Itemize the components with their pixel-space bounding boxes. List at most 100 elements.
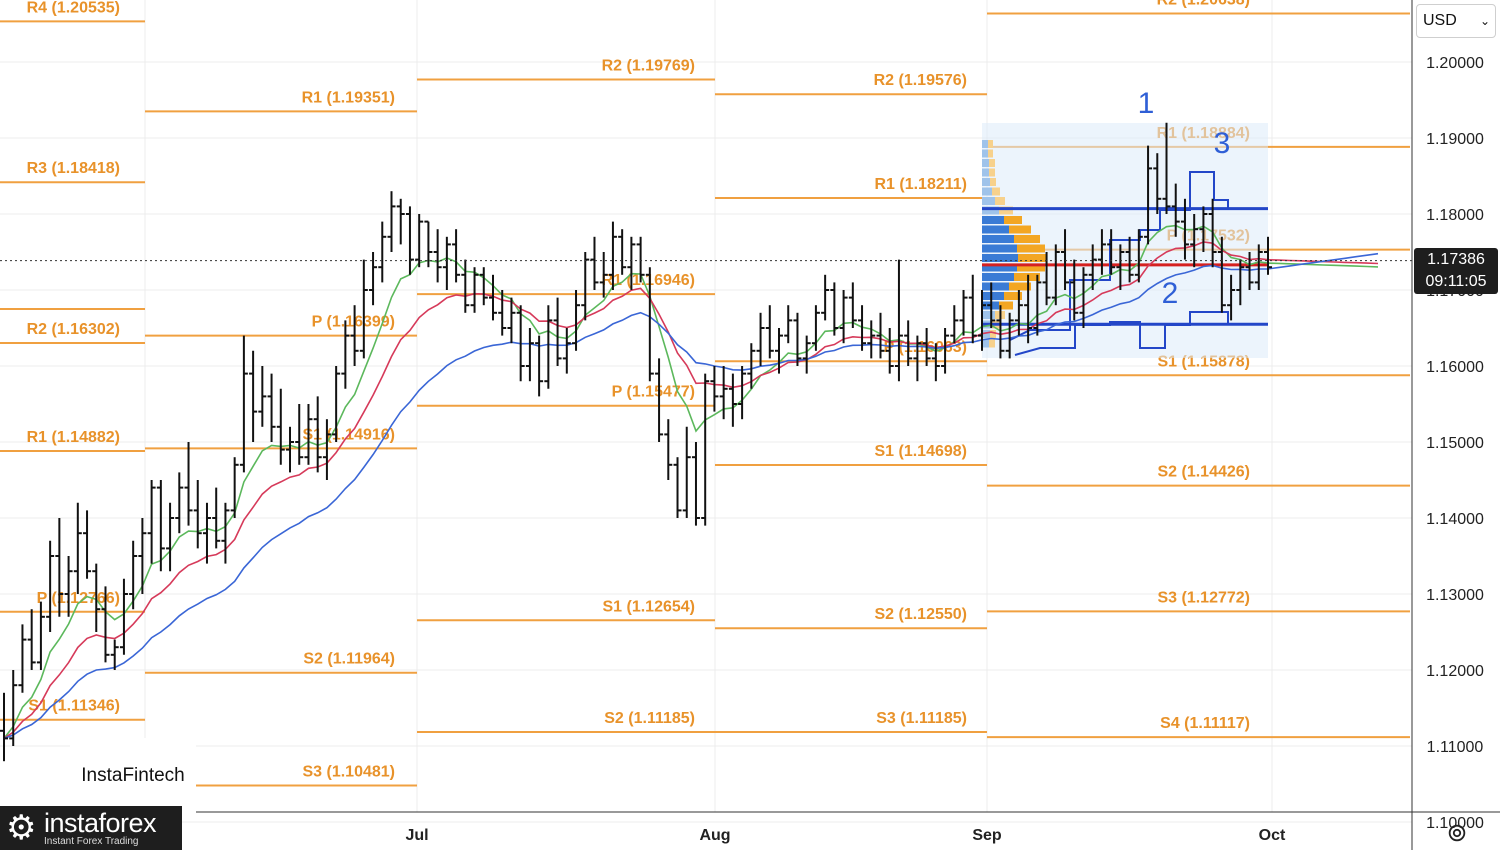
gear-logo-icon: ⚙: [6, 809, 37, 847]
pivot-label: R1 (1.19351): [302, 89, 395, 106]
volume-bar-up: [990, 330, 996, 338]
ohlc-bar: [636, 236, 645, 283]
ohlc-bar: [202, 502, 211, 564]
ohlc-bar: [1217, 236, 1226, 313]
ohlc-bar: [618, 229, 627, 275]
ohlc-bar: [239, 335, 248, 473]
price-axis[interactable]: 1.10000 1.11000 1.12000 1.13000 1.14000 1.150…: [1411, 0, 1484, 850]
ohlc-bar: [1005, 312, 1014, 359]
ohlc-bar: [1070, 259, 1079, 321]
time-axis[interactable]: Jul Aug Sep Oct: [0, 811, 1500, 844]
volume-bar-up: [1009, 225, 1031, 234]
ohlc-bar: [1033, 274, 1042, 336]
currency-selector[interactable]: USD ⌄: [1416, 4, 1496, 38]
ohlc-bar: [322, 419, 331, 480]
ohlc-bar: [258, 366, 267, 427]
ohlc-bar: [101, 586, 110, 663]
instaforex-logo: ⚙ instaforex Instant Forex Trading: [0, 806, 182, 850]
ma-line: [3, 241, 1379, 740]
x-tick-label: Sep: [972, 827, 1002, 844]
ohlc-bar: [1208, 198, 1217, 268]
ohlc-bar: [858, 305, 867, 351]
ohlc-bar: [46, 540, 55, 632]
ohlc-bar: [682, 426, 691, 518]
volume-bar-up: [995, 197, 1005, 205]
ohlc-bar: [811, 305, 820, 351]
volume-bar: [982, 330, 990, 338]
ohlc-bar: [1014, 290, 1023, 336]
volume-bar-up: [1018, 254, 1047, 262]
ohlc-bar: [119, 578, 128, 655]
watermark-brand: InstaFintech: [70, 738, 196, 814]
volume-bar-up: [992, 187, 1000, 196]
ohlc-bar: [1088, 244, 1097, 290]
current-price: 1.17386: [1427, 251, 1485, 268]
volume-bar: [982, 263, 1017, 272]
ohlc-bar: [765, 305, 774, 359]
ohlc-bar: [941, 328, 950, 374]
ohlc-bar: [516, 305, 525, 382]
ohlc-bar: [295, 404, 304, 465]
volume-bar-up: [999, 206, 1013, 215]
logo-name: instaforex: [44, 807, 157, 838]
pivot-label: S4 (1.11117): [1160, 715, 1250, 732]
y-tick-label: 1.10000: [1426, 815, 1484, 832]
pivot-label: R1 (1.14882): [27, 429, 120, 446]
ohlc-bar: [544, 305, 553, 389]
ohlc-bar: [876, 312, 885, 359]
ohlc-bar: [802, 335, 811, 374]
ohlc-bar: [249, 350, 258, 442]
moving-averages: [3, 224, 1379, 740]
ohlc-bar: [156, 480, 165, 572]
volume-bar: [982, 244, 1017, 253]
volume-bar: [982, 339, 989, 348]
ohlc-bar: [839, 290, 848, 344]
pivot-label: P (1.16063): [884, 339, 967, 356]
ohlc-bar: [387, 191, 396, 252]
ohlc-bar: [332, 366, 341, 442]
settings-icon[interactable]: [1446, 822, 1468, 844]
pivot-label: S1 (1.14698): [874, 443, 967, 460]
y-tick-label: 1.20000: [1426, 55, 1484, 72]
pivot-label: P (1.15477): [612, 384, 695, 401]
ohlc-bar: [553, 297, 562, 366]
ohlc-bar: [1134, 229, 1143, 283]
ohlc-bar: [1199, 206, 1208, 252]
ohlc-bar: [830, 282, 839, 336]
ohlc-bar: [55, 518, 64, 617]
ohlc-bar: [784, 305, 793, 344]
ohlc-bar: [996, 305, 1005, 359]
ohlc-bar: [655, 358, 664, 442]
pivot-label: S3 (1.12772): [1157, 589, 1250, 606]
ohlc-bar: [230, 457, 239, 518]
volume-bar: [982, 178, 990, 186]
ohlc-bar: [433, 229, 442, 283]
ohlc-bar: [931, 343, 940, 382]
ohlc-bars: [0, 122, 1272, 762]
ohlc-bar: [0, 692, 8, 762]
ohlc-bar: [461, 259, 470, 313]
y-tick-label: 1.11000: [1427, 739, 1484, 756]
ohlc-bar: [867, 320, 876, 359]
ohlc-bar: [581, 252, 590, 321]
y-tick-label: 1.16000: [1426, 359, 1484, 376]
pivot-label: S1 (1.11346): [28, 698, 120, 715]
ohlc-bar: [83, 510, 92, 579]
pivot-label: S2 (1.14426): [1157, 464, 1250, 481]
elliott-wave-box: [982, 123, 1268, 358]
ohlc-bar: [1227, 274, 1236, 321]
y-tick-label: 1.15000: [1426, 435, 1484, 452]
volume-bar-up: [1004, 292, 1022, 300]
volume-bar: [982, 235, 1014, 243]
ohlc-bar: [1264, 236, 1272, 275]
ohlc-bar: [848, 282, 857, 328]
ohlc-bar: [627, 236, 636, 290]
ohlc-bar: [525, 328, 534, 382]
ohlc-bar: [1236, 259, 1245, 306]
volume-bar-up: [989, 168, 995, 177]
ohlc-bar: [1190, 214, 1199, 268]
ohlc-bar: [304, 404, 313, 465]
ohlc-bar: [221, 502, 230, 564]
volume-bar-up: [1017, 263, 1045, 272]
